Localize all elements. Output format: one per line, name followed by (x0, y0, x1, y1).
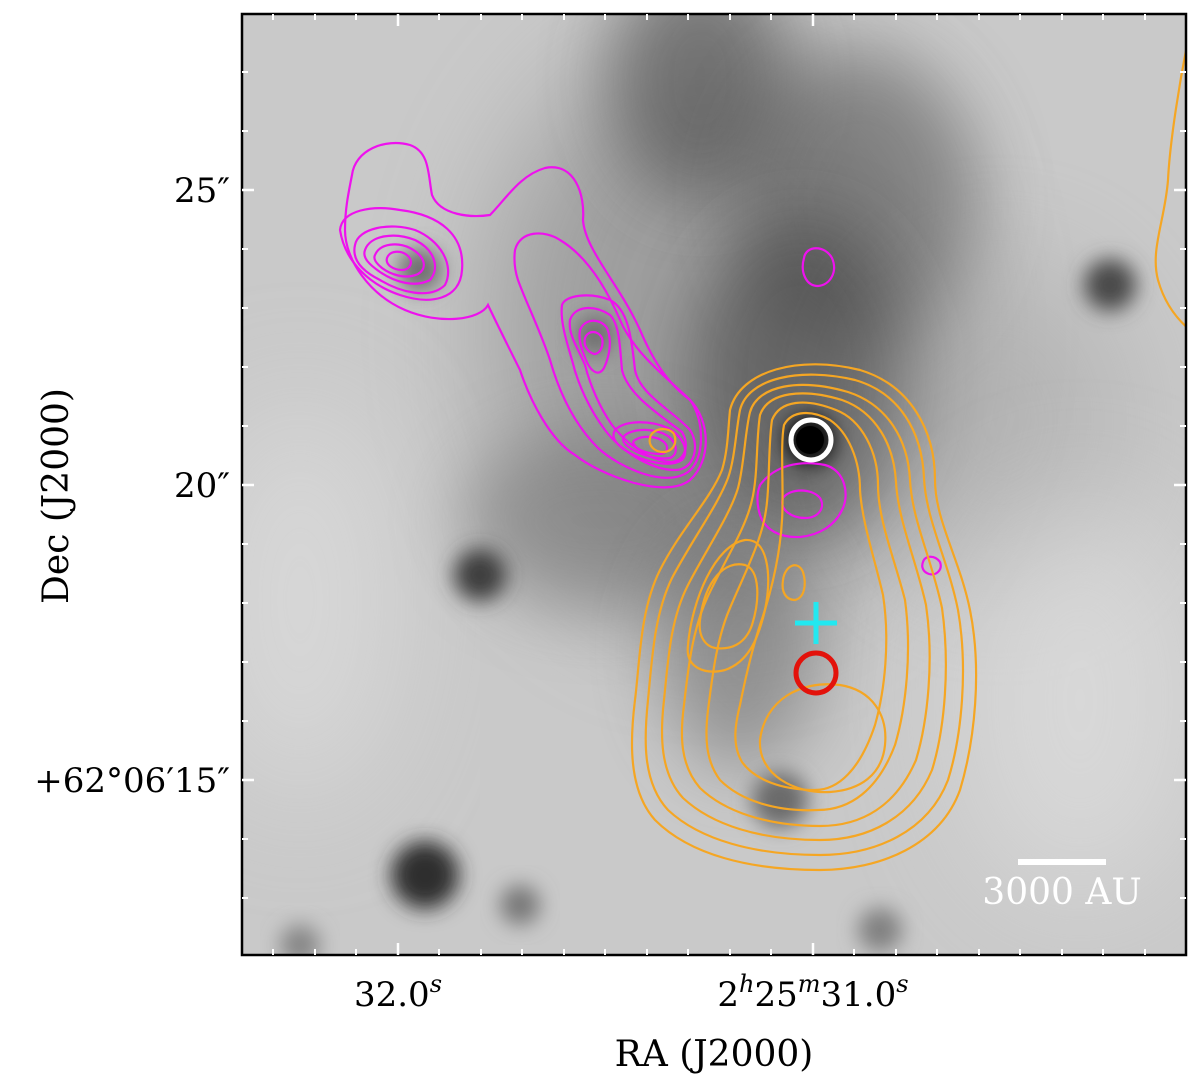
cyan-cross-source (795, 602, 837, 644)
y-axis-label: Dec (J2000) (36, 388, 77, 604)
magenta-contours (338, 141, 942, 576)
tick-marks (242, 14, 1186, 955)
x-tick-label-32s: 32.0s (354, 970, 442, 1015)
y-tick-label-15: +62°06′15″ (34, 761, 230, 801)
y-tick-label-25: 25″ (174, 171, 230, 211)
orange-contours (630, 44, 1186, 872)
minor-tick-marks (242, 14, 1186, 955)
scale-bar: 3000 AU (982, 859, 1142, 913)
scale-bar-label: 3000 AU (982, 872, 1141, 913)
markers (788, 417, 839, 696)
x-tick-label-31s: 2h25m31.0s (717, 970, 908, 1015)
white-circle-source (788, 417, 834, 463)
y-tick-label-20: 20″ (174, 466, 230, 506)
red-circle-source (793, 650, 839, 696)
x-axis-label: RA (J2000) (615, 1034, 814, 1075)
infrared-image (242, 14, 1186, 955)
